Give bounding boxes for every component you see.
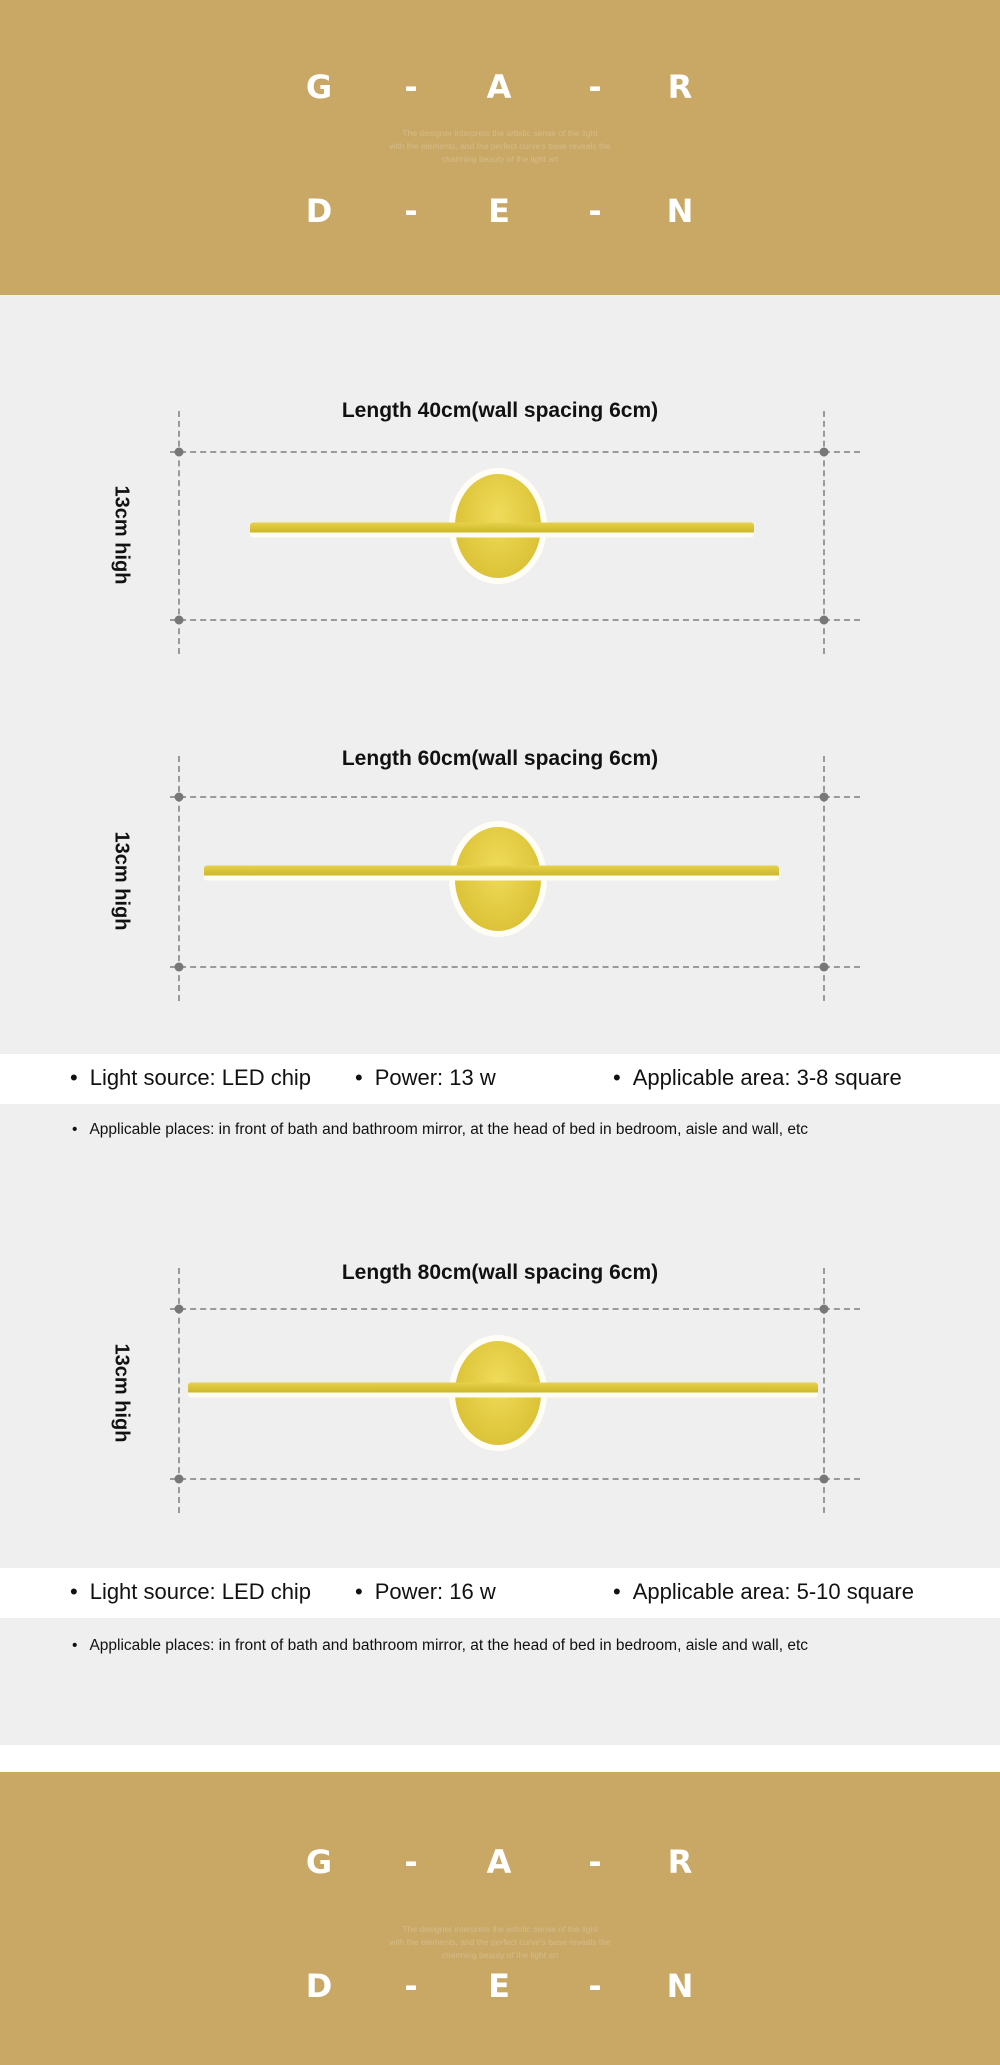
brand-letter: -: [404, 192, 418, 230]
dimension-point: [174, 962, 184, 972]
tagline-line: The designer interprets the artistic sen…: [402, 1924, 598, 1934]
dimension-point: [819, 962, 829, 972]
brand-letter: E: [488, 192, 510, 230]
brand-tagline: The designer interprets the artistic sen…: [380, 127, 620, 166]
spec-power: Power: 13 w: [355, 1065, 496, 1091]
dimension-point: [819, 1474, 829, 1484]
dimension-point: [819, 615, 829, 625]
brand-letter: G: [305, 1843, 333, 1881]
brand-letter: A: [486, 68, 512, 106]
brand-letter: R: [667, 68, 693, 106]
tagline-line: with the elements, and the perfect curve…: [389, 1937, 611, 1947]
brand-letter: -: [588, 1843, 602, 1881]
brand-letter: -: [404, 1843, 418, 1881]
dimension-line-bottom: [170, 619, 860, 621]
spec-places: Applicable places: in front of bath and …: [72, 1121, 808, 1139]
product-title: Length 80cm(wall spacing 6cm): [341, 1261, 659, 1284]
footer-banner: [0, 1772, 1000, 2065]
dimension-point: [174, 615, 184, 625]
brand-letter: A: [486, 1843, 512, 1881]
product-title: Length 40cm(wall spacing 6cm): [341, 399, 659, 422]
dimension-point: [174, 1474, 184, 1484]
spec-area: Applicable area: 3-8 square: [613, 1065, 902, 1091]
dimension-line-top: [170, 796, 860, 798]
spec-power: Power: 16 w: [355, 1579, 496, 1605]
dimension-line-top: [170, 451, 860, 453]
dimension-line-vertical: [178, 756, 180, 1001]
brand-letter: -: [404, 68, 418, 106]
dimension-line-vertical: [178, 1268, 180, 1513]
dimension-line-bottom: [170, 966, 860, 968]
dimension-point: [819, 1304, 829, 1314]
brand-letter: D: [305, 192, 333, 230]
spec-area: Applicable area: 5-10 square: [613, 1579, 914, 1605]
brand-letter: E: [488, 1967, 510, 2005]
brand-letter: -: [588, 68, 602, 106]
tagline-line: with the elements, and the perfect curve…: [389, 141, 611, 151]
dimension-line-vertical: [823, 756, 825, 1001]
lamp-bar: [188, 1382, 818, 1398]
dimension-line-vertical: [823, 411, 825, 654]
height-label: 13cm high: [110, 831, 133, 931]
tagline-line: charming beauty of the light art: [441, 1950, 559, 1960]
lamp-bar: [204, 865, 779, 881]
spec-light-source: Light source: LED chip: [70, 1579, 311, 1605]
product-title: Length 60cm(wall spacing 6cm): [341, 747, 659, 770]
brand-letter: N: [666, 192, 694, 230]
dimension-point: [174, 447, 184, 457]
tagline-line: charming beauty of the light art: [441, 154, 559, 164]
dimension-line-vertical: [178, 411, 180, 654]
height-label: 13cm high: [110, 1343, 133, 1443]
height-label: 13cm high: [110, 485, 133, 585]
brand-letter: -: [588, 1967, 602, 2005]
dimension-point: [819, 792, 829, 802]
header-banner: [0, 0, 1000, 295]
brand-letter: N: [666, 1967, 694, 2005]
dimension-line-bottom: [170, 1478, 860, 1480]
brand-letter: -: [588, 192, 602, 230]
brand-letter: R: [667, 1843, 693, 1881]
dimension-line-vertical: [823, 1268, 825, 1513]
dimension-point: [174, 1304, 184, 1314]
tagline-line: The designer interprets the artistic sen…: [402, 128, 598, 138]
brand-letter: G: [305, 68, 333, 106]
brand-letter: D: [305, 1967, 333, 2005]
spec-places: Applicable places: in front of bath and …: [72, 1637, 808, 1655]
brand-tagline: The designer interprets the artistic sen…: [380, 1923, 620, 1962]
spec-light-source: Light source: LED chip: [70, 1065, 311, 1091]
dimension-point: [819, 447, 829, 457]
dimension-line-top: [170, 1308, 860, 1310]
brand-letter: -: [404, 1967, 418, 2005]
dimension-point: [174, 792, 184, 802]
lamp-bar: [250, 522, 754, 538]
